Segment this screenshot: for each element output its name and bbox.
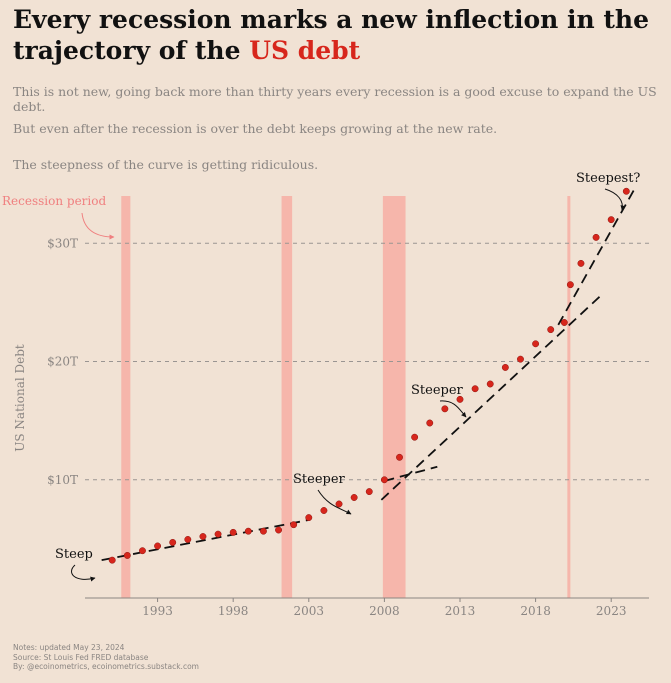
data-point (214, 530, 222, 538)
annotation-steepest-arrow (604, 188, 626, 211)
trend-line-1 (101, 519, 309, 562)
x-tick-label: 2008 (369, 604, 400, 618)
x-tick-label: 1993 (142, 604, 173, 618)
y-tick-label: $20T (47, 355, 78, 369)
data-point (517, 355, 524, 363)
debt-chart: 1993 1998 2003 2008 2013 2018 2023 $10T $20T $30… (2, 171, 649, 618)
data-point (592, 233, 600, 241)
trend-line-2 (384, 465, 438, 482)
data-point (244, 527, 252, 535)
y-axis-label: US National Debt (13, 344, 27, 452)
annotation-steeper-2: Steeper (411, 383, 464, 398)
data-point (365, 488, 373, 496)
title-text: Every recession marks a new inflection i… (13, 5, 650, 65)
footer-byline: By: @ecoinometrics, ecoinometrics.substa… (13, 662, 199, 671)
y-tick-label: $10T (47, 473, 78, 487)
x-tick-label: 2023 (596, 604, 627, 618)
recession-arrow (81, 212, 115, 240)
annotation-steep-arrow (71, 564, 96, 582)
data-point (123, 551, 131, 559)
data-point (184, 536, 192, 543)
data-point (396, 453, 403, 461)
recession-band-3 (382, 196, 406, 598)
footer-updated: Notes: updated May 23, 2024 (13, 643, 125, 652)
x-tick-label: 2018 (520, 604, 551, 618)
annotation-steepest: Steepest? (576, 171, 640, 186)
data-point (426, 419, 434, 427)
data-point (532, 340, 540, 348)
annotation-steeper-1: Steeper (293, 472, 346, 487)
annotation-steep: Steep (55, 547, 93, 562)
annotation-steeper-1-arrow (317, 489, 352, 515)
data-point (577, 259, 585, 267)
data-point (229, 528, 237, 536)
recession-band-1 (121, 196, 131, 598)
x-tick-label: 2003 (294, 604, 325, 618)
data-point (154, 542, 162, 550)
data-point (486, 380, 494, 388)
data-point (259, 527, 267, 535)
x-tick-label: 1998 (218, 604, 249, 618)
recession-band-4 (567, 196, 571, 598)
footer-notes: Notes: updated May 23, 2024 Source: St L… (13, 643, 199, 672)
data-point (169, 538, 177, 546)
data-point (566, 281, 574, 289)
data-point (350, 494, 358, 501)
subtitle-2: But even after the recession is over the… (13, 121, 498, 136)
y-tick-label: $30T (47, 236, 78, 250)
recession-band-2 (281, 196, 293, 598)
recession-label: Recession period (2, 194, 106, 208)
data-point (441, 405, 449, 413)
data-point (456, 395, 464, 403)
data-point (275, 526, 282, 534)
title-highlight: US debt (249, 36, 361, 65)
subtitle-1: This is not new, going back more than th… (13, 84, 657, 114)
data-point (305, 514, 313, 522)
data-point (622, 187, 630, 195)
chart-title: Every recession marks a new inflection i… (13, 4, 663, 66)
data-point (320, 507, 328, 514)
subtitle-3: The steepness of the curve is getting ri… (13, 157, 319, 172)
data-point (108, 556, 116, 564)
trend-line-3 (380, 292, 605, 501)
data-point (607, 216, 615, 224)
data-point (335, 500, 343, 508)
annotation-steeper-2-arrow (439, 400, 467, 418)
data-point (471, 385, 479, 393)
data-point (199, 533, 207, 540)
data-point (547, 326, 555, 334)
data-point (560, 319, 568, 326)
trend-line-4 (557, 189, 635, 326)
data-point (139, 547, 146, 555)
data-point (501, 363, 509, 371)
data-point (290, 521, 298, 529)
x-tick-label: 2013 (445, 604, 476, 618)
data-point (380, 476, 388, 484)
data-point (411, 433, 419, 441)
footer-source: Source: St Louis Fed FRED database (13, 652, 149, 662)
